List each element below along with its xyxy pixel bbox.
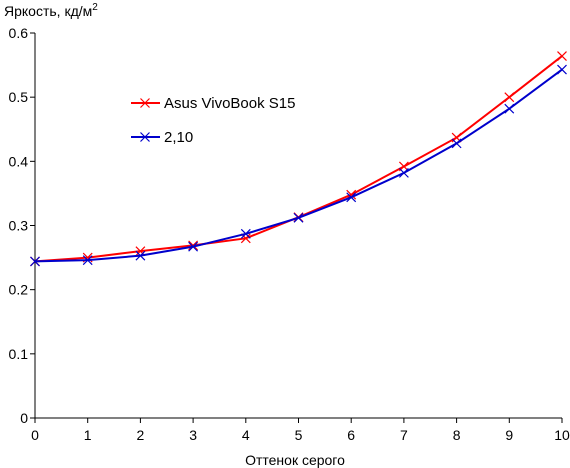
- data-point-marker: [557, 51, 567, 62]
- data-point-marker: [135, 250, 146, 261]
- svg-text:Яркость, кд/м2: Яркость, кд/м2: [4, 2, 98, 19]
- y-ticks: 0 0.1 0.2 0.3 0.4 0.5 0.6: [9, 25, 35, 426]
- data-point-marker: [504, 92, 515, 103]
- legend: Asus VivoBook S15 2,10: [131, 95, 295, 146]
- data-point-marker: [557, 64, 567, 75]
- y-tick-label: 0.2: [9, 282, 29, 298]
- x-tick-label: 2: [137, 427, 145, 443]
- x-ticks: 0 1 2 3 4 5 6 7 8 9 10: [31, 418, 570, 443]
- y-tick-label: 0.3: [9, 218, 29, 234]
- legend-label: Asus VivoBook S15: [164, 95, 295, 112]
- series-line: [34, 55, 563, 263]
- legend-entry: 2,10: [131, 129, 193, 146]
- legend-entry: Asus VivoBook S15: [131, 95, 295, 112]
- data-point-marker: [188, 240, 199, 251]
- y-axis-title-text: Яркость, кд/м: [4, 3, 92, 19]
- series-layer: [30, 51, 567, 267]
- data-point-marker: [398, 167, 409, 178]
- x-tick-label: 7: [400, 427, 408, 443]
- x-axis-title: Оттенок серого: [245, 452, 345, 468]
- x-tick-label: 4: [242, 427, 250, 443]
- data-point-marker: [30, 256, 40, 267]
- x-tick-label: 3: [189, 427, 197, 443]
- data-point-marker: [240, 228, 251, 239]
- data-point-marker: [82, 255, 93, 266]
- y-tick-label: 0: [20, 410, 28, 426]
- data-point-marker: [346, 192, 357, 203]
- y-tick-label: 0.6: [9, 25, 29, 41]
- x-tick-label: 0: [31, 427, 39, 443]
- y-tick-label: 0.1: [9, 346, 29, 362]
- x-tick-label: 6: [347, 427, 355, 443]
- x-tick-label: 10: [554, 427, 570, 443]
- y-tick-label: 0.4: [9, 153, 29, 169]
- legend-label: 2,10: [164, 129, 193, 146]
- data-point-marker: [504, 103, 515, 114]
- data-point-marker: [293, 212, 304, 223]
- x-tick-label: 5: [295, 427, 303, 443]
- legend-marker: [140, 132, 150, 142]
- legend-marker: [140, 98, 150, 108]
- x-tick-label: 8: [453, 427, 461, 443]
- y-axis-title: Яркость, кд/м2: [4, 2, 98, 19]
- x-tick-label: 9: [505, 427, 513, 443]
- series-line: [34, 68, 563, 263]
- x-tick-label: 1: [84, 427, 92, 443]
- data-point-marker: [188, 241, 199, 252]
- y-tick-label: 0.5: [9, 89, 29, 105]
- y-axis-title-superscript: 2: [92, 2, 98, 13]
- data-point-marker: [451, 138, 462, 149]
